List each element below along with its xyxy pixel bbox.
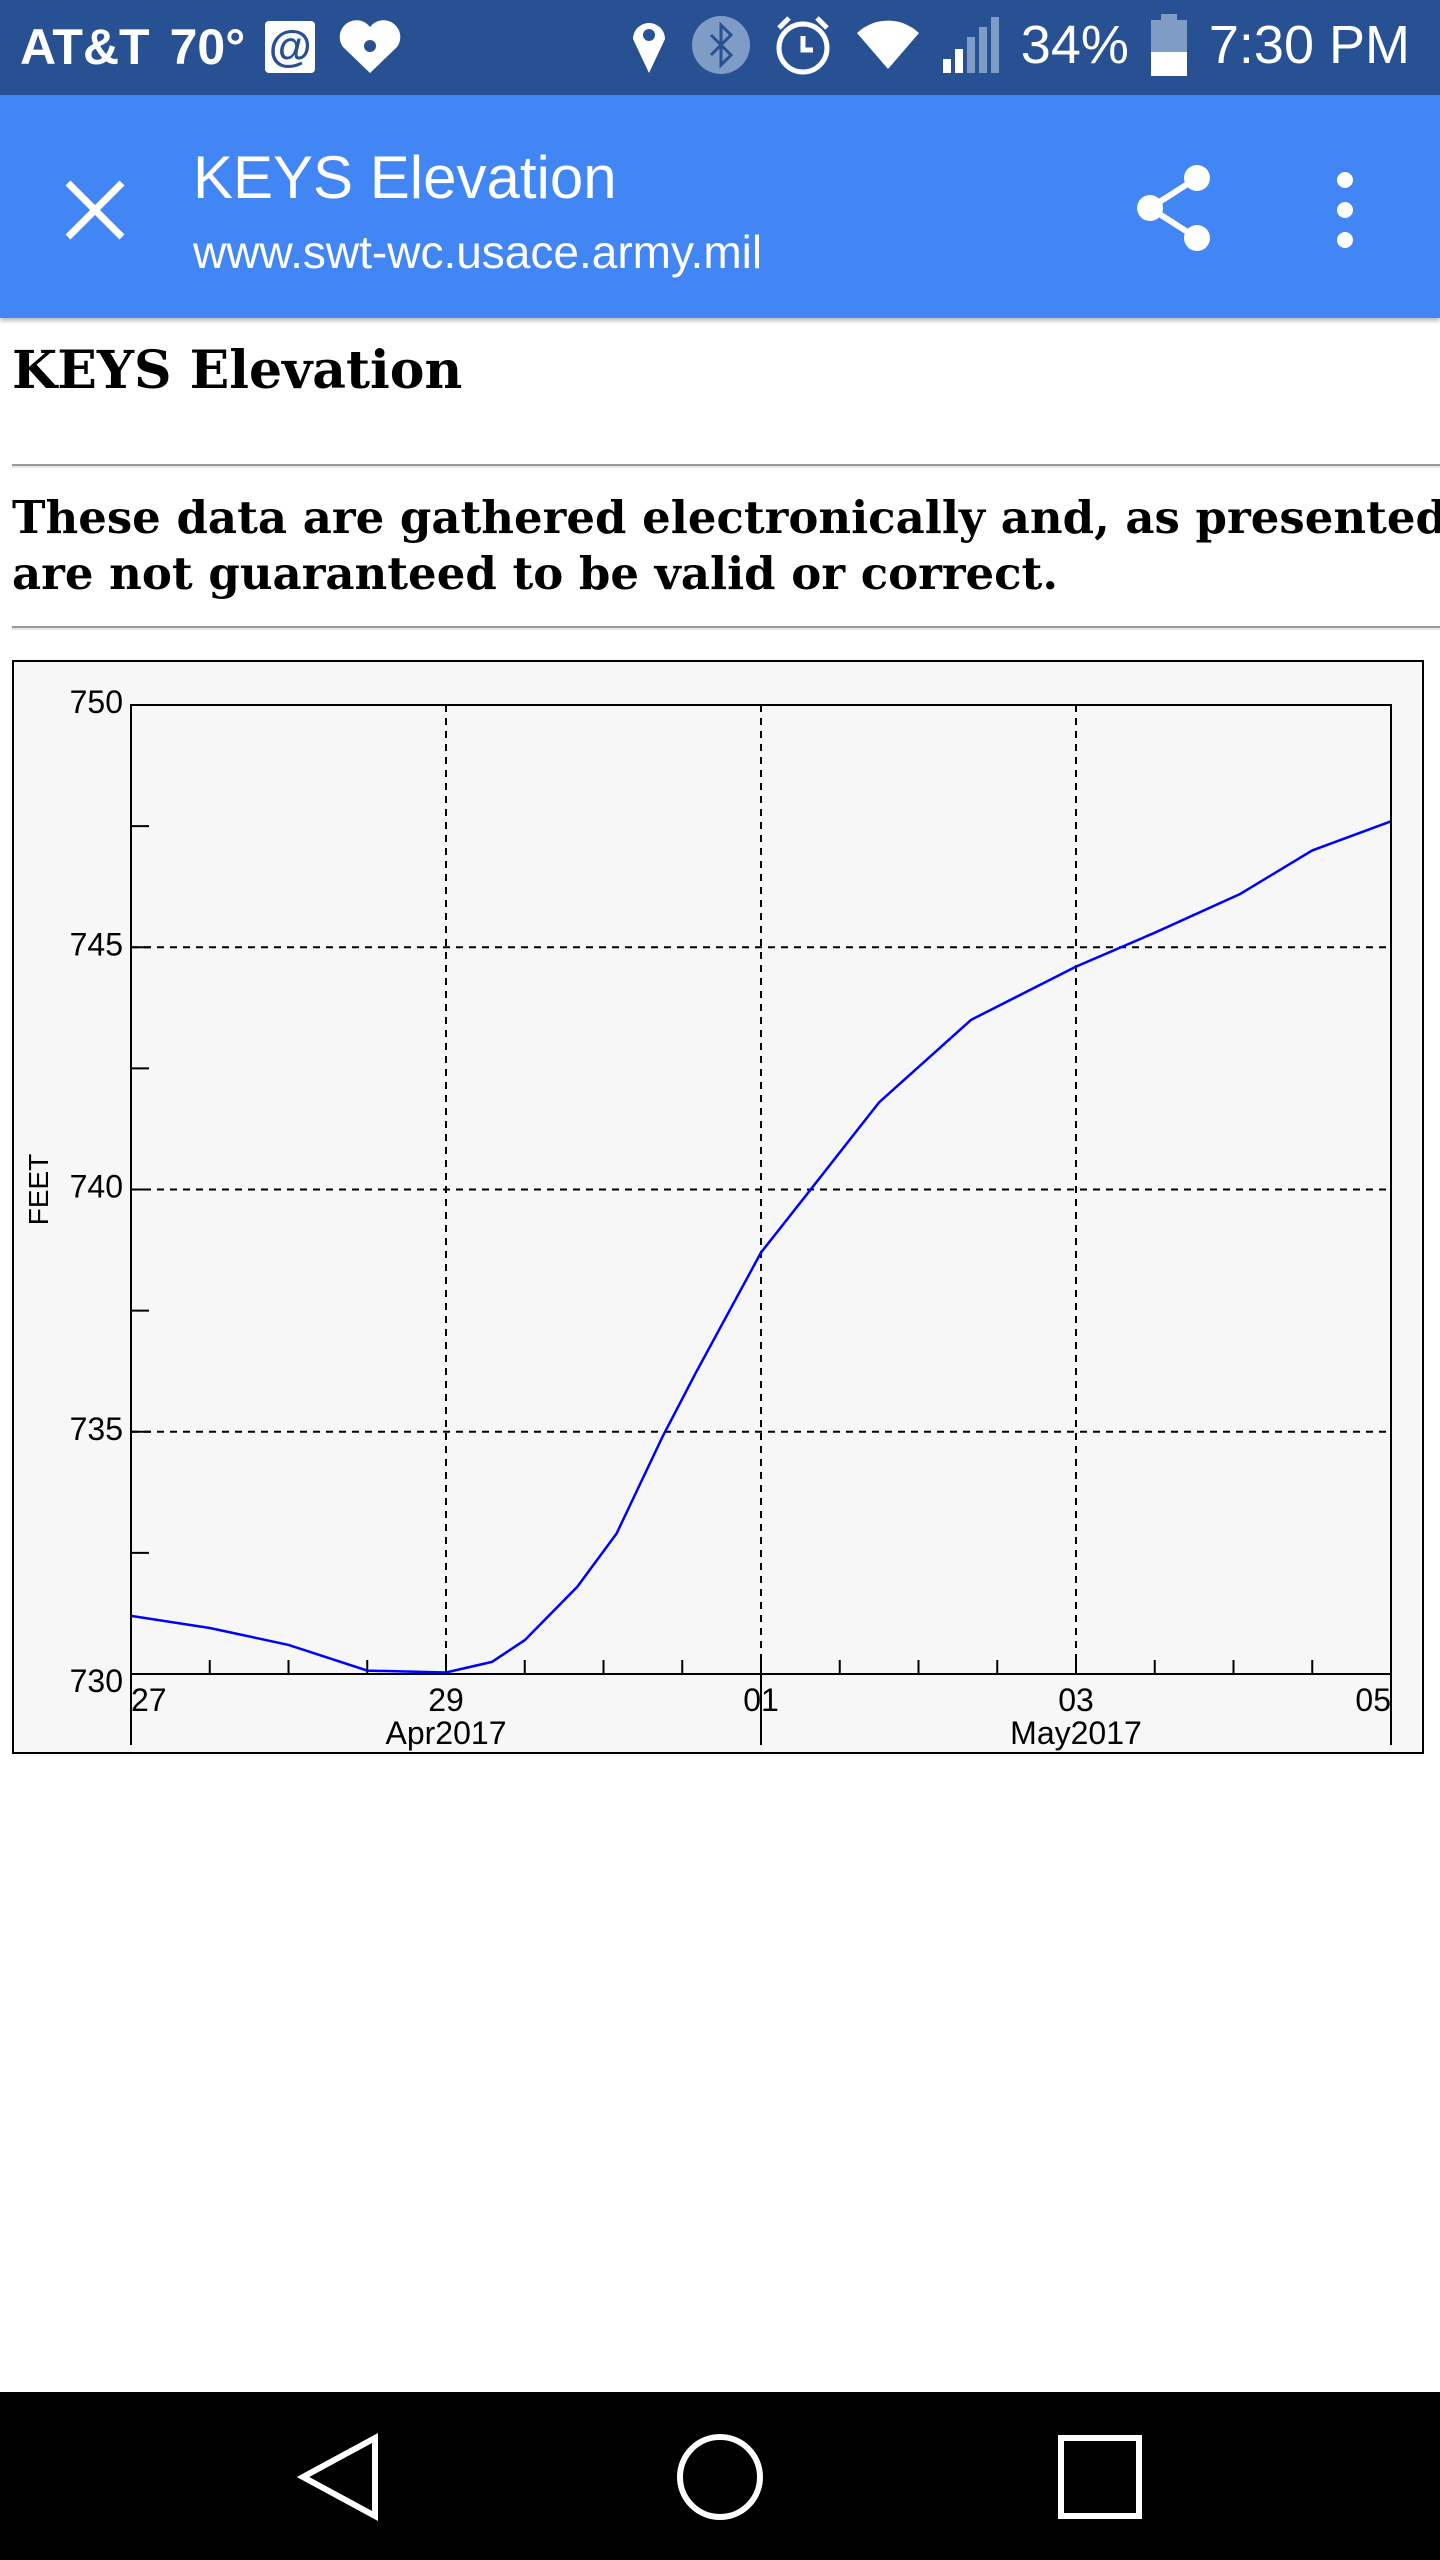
x-tick-label: 29 bbox=[428, 1682, 464, 1718]
toolbar-title: KEYS Elevation bbox=[193, 144, 617, 211]
email-icon: @ bbox=[265, 21, 316, 73]
y-axis-label: FEET bbox=[23, 1154, 54, 1226]
x-tick-label: 27 bbox=[131, 1682, 167, 1718]
navigation-bar bbox=[0, 2392, 1440, 2560]
battery-percent: 34% bbox=[1020, 15, 1129, 75]
elevation-series-line bbox=[130, 820, 1392, 1674]
y-tick-label: 745 bbox=[70, 926, 123, 962]
y-tick-label: 750 bbox=[70, 684, 123, 720]
recents-icon[interactable] bbox=[1055, 2432, 1145, 2522]
y-tick-label: 740 bbox=[70, 1169, 123, 1205]
alarm-icon bbox=[776, 16, 830, 75]
x-month-label: May2017 bbox=[1010, 1715, 1142, 1751]
clock: 7:30 PM bbox=[1208, 15, 1410, 75]
iheartradio-icon bbox=[339, 20, 401, 73]
signal-icon bbox=[942, 17, 999, 73]
y-tick-label: 735 bbox=[70, 1411, 123, 1447]
status-bar: AT&T 70° @ 34% 7:30 PM bbox=[0, 0, 1440, 95]
divider bbox=[12, 464, 1440, 468]
location-icon bbox=[632, 23, 665, 73]
x-month-label: Apr2017 bbox=[386, 1715, 507, 1751]
chart-frame bbox=[12, 660, 1424, 1754]
home-icon[interactable] bbox=[675, 2432, 765, 2522]
toolbar-url: www.swt-wc.usace.army.mil bbox=[193, 226, 763, 278]
carrier: AT&T bbox=[20, 19, 150, 75]
battery-icon bbox=[1150, 14, 1187, 76]
bluetooth-icon bbox=[691, 16, 750, 74]
disclaimer-line-2: are not guaranteed to be valid or correc… bbox=[12, 547, 1059, 600]
more-vert-icon[interactable] bbox=[1330, 170, 1360, 250]
y-tick-label: 730 bbox=[70, 1663, 123, 1699]
disclaimer: These data are gathered electronically a… bbox=[12, 490, 1440, 602]
page-heading: KEYS Elevation bbox=[12, 340, 463, 401]
custom-tab-toolbar: KEYS Elevation www.swt-wc.usace.army.mil bbox=[0, 95, 1440, 318]
temperature: 70° bbox=[169, 19, 246, 75]
plot-area-border bbox=[130, 704, 1392, 1675]
share-icon[interactable] bbox=[1135, 163, 1215, 253]
wifi-icon bbox=[856, 20, 919, 69]
disclaimer-line-1: These data are gathered electronically a… bbox=[12, 491, 1440, 544]
x-tick-label: 03 bbox=[1058, 1682, 1094, 1718]
x-tick-label: 05 bbox=[1355, 1682, 1391, 1718]
back-icon[interactable] bbox=[295, 2432, 385, 2522]
divider bbox=[12, 626, 1440, 630]
close-icon[interactable] bbox=[60, 175, 130, 245]
